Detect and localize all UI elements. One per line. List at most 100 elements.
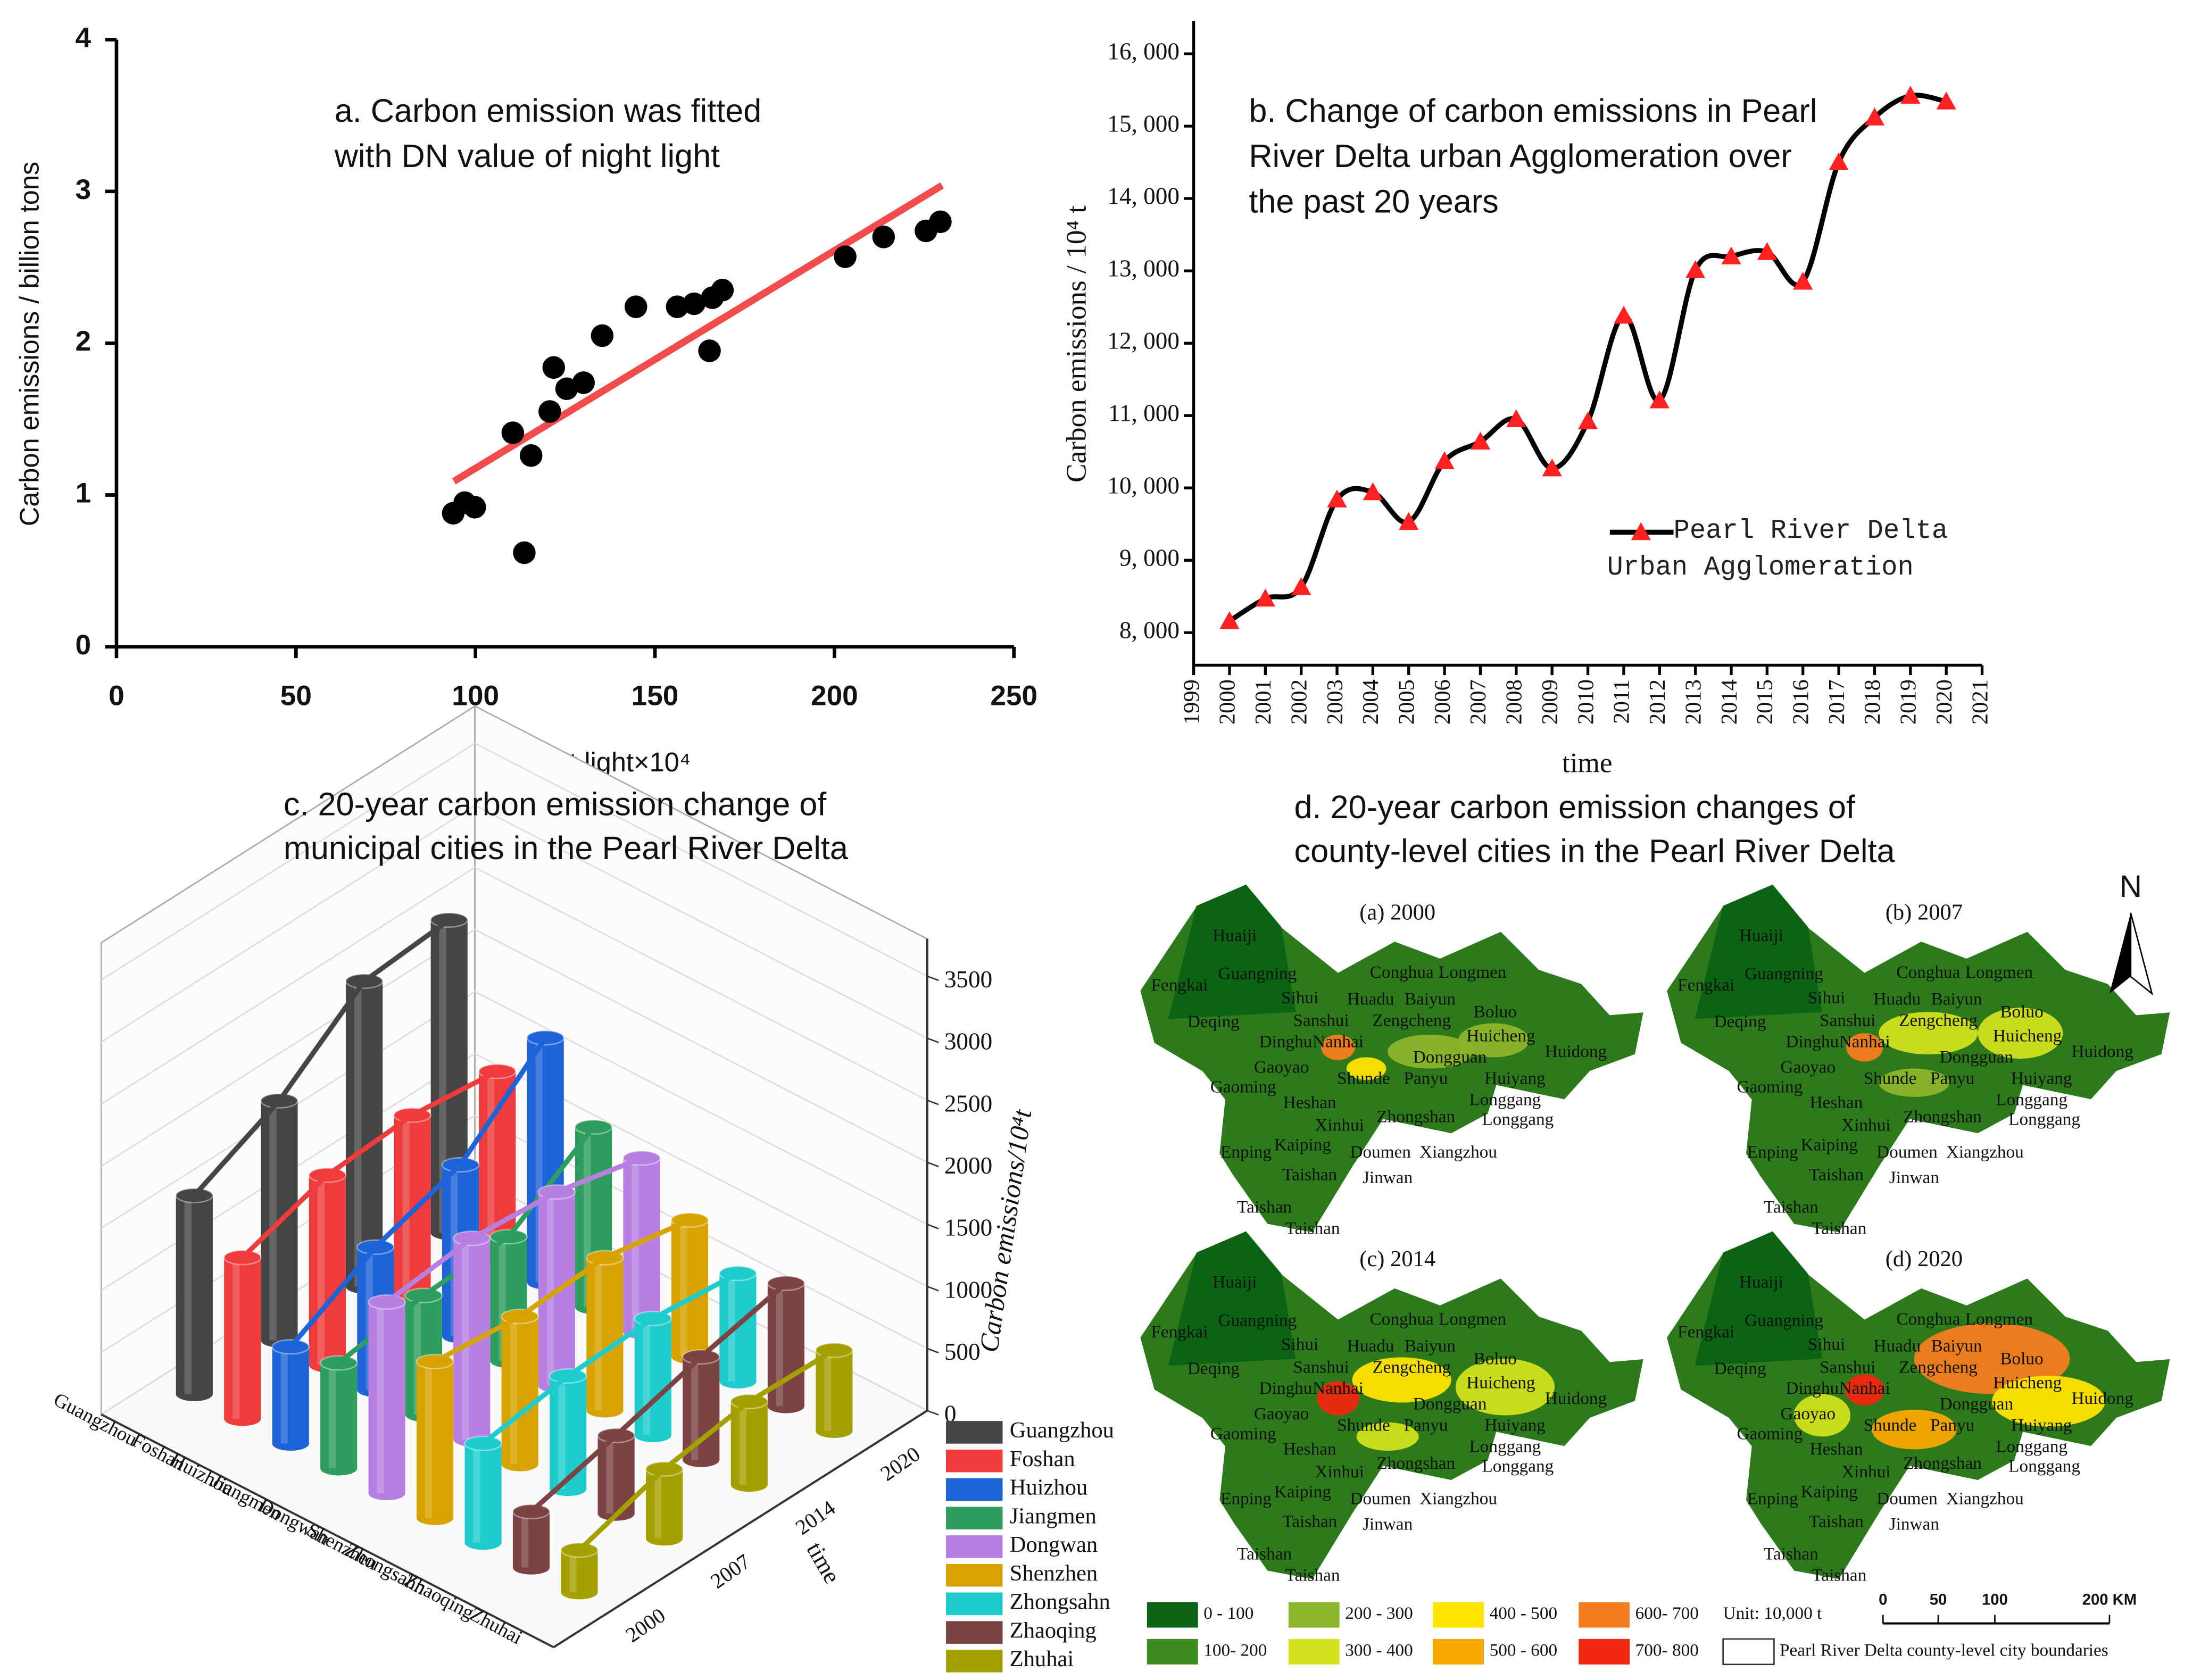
grid-line: [101, 928, 928, 1167]
place-label: Longgang: [1996, 1436, 2067, 1456]
place-label: Zengcheng: [1372, 1357, 1451, 1377]
boundary-label: Pearl River Delta county-level city boun…: [1780, 1640, 2108, 1660]
place-label: Xiangzhou: [1946, 1489, 2024, 1509]
place-label: Huaiji: [1739, 926, 1783, 945]
place-label: Gaoming: [1210, 1077, 1276, 1097]
legend-label: 400 - 500: [1490, 1603, 1557, 1623]
x-tick-label: 150: [632, 680, 679, 712]
bar-shine: [439, 920, 446, 1233]
marker: [1614, 305, 1634, 324]
place-label: Huiyang: [1484, 1069, 1546, 1088]
map-patch: [1879, 1068, 1950, 1097]
place-label: Huidong: [2071, 1042, 2133, 1061]
north-arrow: [2109, 913, 2131, 994]
place-label: Taishan: [1764, 1197, 1818, 1217]
x-tick-label: 2009: [1538, 679, 1563, 725]
place-label: Huiyang: [1484, 1415, 1546, 1435]
place-label: Longgang: [2008, 1457, 2080, 1476]
z-tick: [927, 975, 939, 982]
bar: [417, 1361, 454, 1518]
place-label: Jinwan: [1363, 1515, 1413, 1534]
x-tick-label: 2021: [1967, 679, 1992, 725]
x-axis-label: time: [1562, 747, 1613, 779]
legend-label: Zhaoqing: [1010, 1618, 1097, 1643]
bar-cap: [175, 1187, 214, 1203]
place-label: Huadu: [1347, 1336, 1394, 1355]
scale-label: 200 KM: [2082, 1592, 2137, 1609]
place-label: Taishan: [1282, 1165, 1337, 1184]
trend-line: [192, 918, 451, 1197]
point: [542, 356, 566, 379]
place-label: Longgang: [1482, 1110, 1554, 1129]
scale-label: 50: [1930, 1592, 1947, 1609]
y-tick-label: 2007: [706, 1549, 754, 1593]
x-tick-label: 2002: [1286, 679, 1311, 725]
bar: [816, 1350, 853, 1431]
bar-cap: [574, 1119, 613, 1135]
place-label: Nanhai: [1313, 1032, 1364, 1051]
bar-cap: [223, 1250, 262, 1266]
place-label: Kaiping: [1801, 1135, 1858, 1155]
place-label: Baiyun: [1405, 989, 1456, 1009]
bar: [464, 1443, 502, 1543]
x-tick-label: 2018: [1860, 679, 1885, 725]
legend-label: Foshan: [1010, 1446, 1075, 1471]
point: [513, 541, 536, 564]
bar: [501, 1316, 538, 1465]
x-tick-label: 250: [990, 680, 1037, 712]
map-patch: [1317, 1381, 1359, 1416]
legend-label: 200 - 300: [1345, 1603, 1413, 1623]
legend-swatch: [946, 1563, 1003, 1587]
marker: [1936, 92, 1956, 110]
x-axis: [101, 1413, 554, 1649]
place-label: Guangning: [1218, 964, 1297, 984]
bar-cap: [526, 1030, 565, 1046]
marker: [1757, 242, 1777, 260]
place-label: Huicheng: [1466, 1373, 1535, 1393]
x-tick-label: 1999: [1179, 679, 1204, 725]
place-label: Gaoming: [1210, 1424, 1276, 1443]
legend-label: 300 - 400: [1345, 1640, 1413, 1660]
panel-title: (c) 2014: [1359, 1246, 1435, 1271]
place-label: Taishan: [1282, 1511, 1337, 1531]
bar-shine: [354, 981, 362, 1287]
place-label: Huadu: [1347, 989, 1394, 1009]
y-axis-label: Carbon emissions / 10⁴ t: [1060, 205, 1092, 483]
bar-shine: [269, 1101, 277, 1341]
place-label: Huaiji: [1739, 1273, 1783, 1292]
place-label: Doumen: [1876, 1142, 1938, 1162]
place-label: Gaoming: [1737, 1424, 1803, 1443]
legend-swatch: [946, 1507, 1003, 1529]
legend-swatch: [946, 1478, 1003, 1501]
place-label: Longmen: [1439, 1309, 1507, 1329]
bar-shine: [824, 1350, 832, 1431]
place-label: Shunde: [1337, 1415, 1390, 1435]
trend-line: [385, 1155, 643, 1304]
place-label: Fengkai: [1151, 1322, 1208, 1342]
bar-cap: [464, 1435, 502, 1451]
legend-marker: [1631, 522, 1651, 540]
place-label: Longgang: [1482, 1457, 1554, 1476]
bar-shine: [184, 1195, 192, 1394]
place-label: Taishan: [1809, 1511, 1864, 1531]
legend-label: 0 - 100: [1203, 1603, 1253, 1623]
map-north: [1695, 1231, 1822, 1366]
x-tick-label: 2011: [1609, 679, 1634, 724]
grid-line: [101, 742, 928, 981]
place-label: Sihui: [1281, 988, 1318, 1008]
bar: [320, 1362, 358, 1469]
place-label: Panyu: [1930, 1069, 1975, 1088]
bar-shine: [377, 1302, 384, 1493]
marker: [1399, 512, 1419, 530]
z-tick-label: 0: [944, 1401, 957, 1427]
place-label: Guangning: [1745, 1311, 1823, 1330]
bar-shine: [317, 1175, 325, 1366]
bar-shine: [595, 1258, 602, 1411]
place-label: Sanshui: [1293, 1357, 1349, 1377]
place-label: Xinhui: [1315, 1462, 1364, 1482]
place-label: Baiyun: [1405, 1336, 1456, 1355]
bar-shine: [280, 1346, 288, 1444]
bar-shine: [606, 1435, 613, 1514]
y-tick-label: 11, 000: [1108, 400, 1180, 427]
x-tick-label: 2017: [1824, 679, 1849, 725]
